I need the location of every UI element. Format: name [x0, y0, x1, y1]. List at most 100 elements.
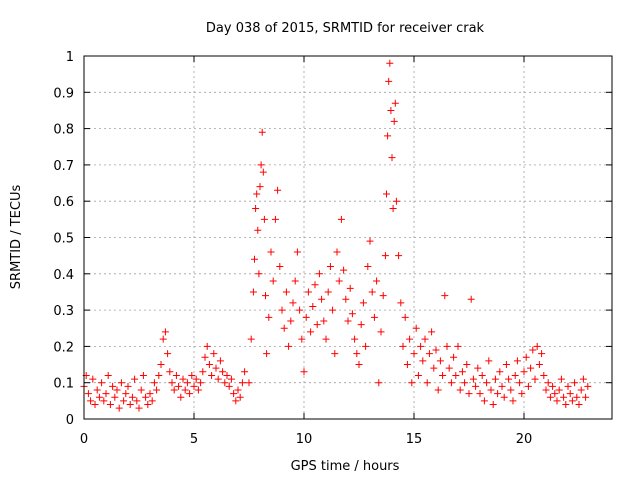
data-point — [230, 390, 238, 398]
data-point — [133, 397, 141, 405]
data-point — [505, 375, 513, 383]
data-point — [454, 342, 462, 350]
data-point — [584, 382, 592, 390]
data-point — [573, 393, 581, 401]
data-point — [253, 190, 261, 198]
data-point — [260, 215, 268, 223]
data-point — [344, 317, 352, 325]
data-point — [472, 382, 480, 390]
data-point — [498, 382, 506, 390]
data-point — [546, 393, 554, 401]
data-point — [465, 390, 473, 398]
data-point — [329, 306, 337, 314]
data-point — [186, 390, 194, 398]
data-point — [128, 393, 136, 401]
data-point — [161, 328, 169, 336]
data-point — [579, 375, 587, 383]
data-point — [142, 393, 150, 401]
data-point — [340, 266, 348, 274]
data-point — [355, 361, 363, 369]
y-tick-label: 0.2 — [53, 340, 74, 355]
data-point — [357, 321, 365, 329]
plot-frame — [83, 55, 613, 420]
data-point — [387, 106, 395, 114]
data-point — [216, 357, 224, 365]
data-point — [439, 371, 447, 379]
data-point — [425, 350, 433, 358]
data-point — [282, 288, 290, 296]
data-point — [441, 292, 449, 300]
data-point — [265, 313, 273, 321]
data-point — [289, 299, 297, 307]
data-point — [236, 393, 244, 401]
data-point — [245, 379, 253, 387]
data-point — [258, 128, 266, 136]
grid — [84, 56, 612, 419]
data-point — [120, 397, 128, 405]
data-point — [183, 379, 191, 387]
data-point — [276, 263, 284, 271]
data-point — [571, 379, 579, 387]
data-point — [423, 379, 431, 387]
data-point — [106, 400, 114, 408]
data-point — [384, 132, 392, 140]
data-point — [124, 382, 132, 390]
data-point — [148, 397, 156, 405]
data-point — [205, 361, 213, 369]
data-point — [225, 382, 233, 390]
data-point — [179, 375, 187, 383]
data-point — [450, 353, 458, 361]
data-point — [388, 154, 396, 162]
data-point — [259, 168, 267, 176]
data-point — [351, 335, 359, 343]
data-point — [401, 313, 409, 321]
data-point — [377, 328, 385, 336]
data-point — [434, 386, 442, 394]
data-point — [153, 386, 161, 394]
data-point — [238, 379, 246, 387]
data-point — [214, 375, 222, 383]
data-point — [267, 248, 275, 256]
data-point — [201, 353, 209, 361]
data-point — [456, 386, 464, 394]
data-point — [452, 371, 460, 379]
data-point — [100, 397, 108, 405]
x-tick-label: 15 — [406, 432, 423, 447]
data-point — [146, 390, 154, 398]
data-point — [560, 393, 568, 401]
x-tick-label: 20 — [516, 432, 533, 447]
data-point — [491, 375, 499, 383]
data-point — [331, 350, 339, 358]
data-point — [175, 382, 183, 390]
data-point — [397, 299, 405, 307]
data-point — [137, 386, 145, 394]
data-point — [478, 371, 486, 379]
data-point — [461, 379, 469, 387]
data-points — [80, 59, 592, 412]
data-point — [157, 361, 165, 369]
data-point — [575, 400, 583, 408]
data-point — [368, 288, 376, 296]
data-point — [109, 382, 117, 390]
data-point — [318, 295, 326, 303]
chart-title: Day 038 of 2015, SRMTID for receiver cra… — [206, 21, 485, 36]
data-point — [296, 306, 304, 314]
data-point — [562, 400, 570, 408]
data-point — [219, 368, 227, 376]
y-tick-label: 0.3 — [53, 304, 74, 319]
data-point — [549, 382, 557, 390]
data-point — [126, 400, 134, 408]
data-point — [447, 379, 455, 387]
data-point — [410, 350, 418, 358]
data-point — [531, 375, 539, 383]
data-point — [432, 346, 440, 354]
data-point — [483, 379, 491, 387]
data-point — [524, 382, 532, 390]
data-point — [535, 361, 543, 369]
data-point — [381, 252, 389, 260]
data-point — [102, 390, 110, 398]
data-point — [500, 393, 508, 401]
data-point — [89, 375, 97, 383]
axis-ticks: 00.10.20.30.40.50.60.70.80.910 5 10 15 20 — [53, 50, 612, 447]
data-point — [111, 393, 119, 401]
